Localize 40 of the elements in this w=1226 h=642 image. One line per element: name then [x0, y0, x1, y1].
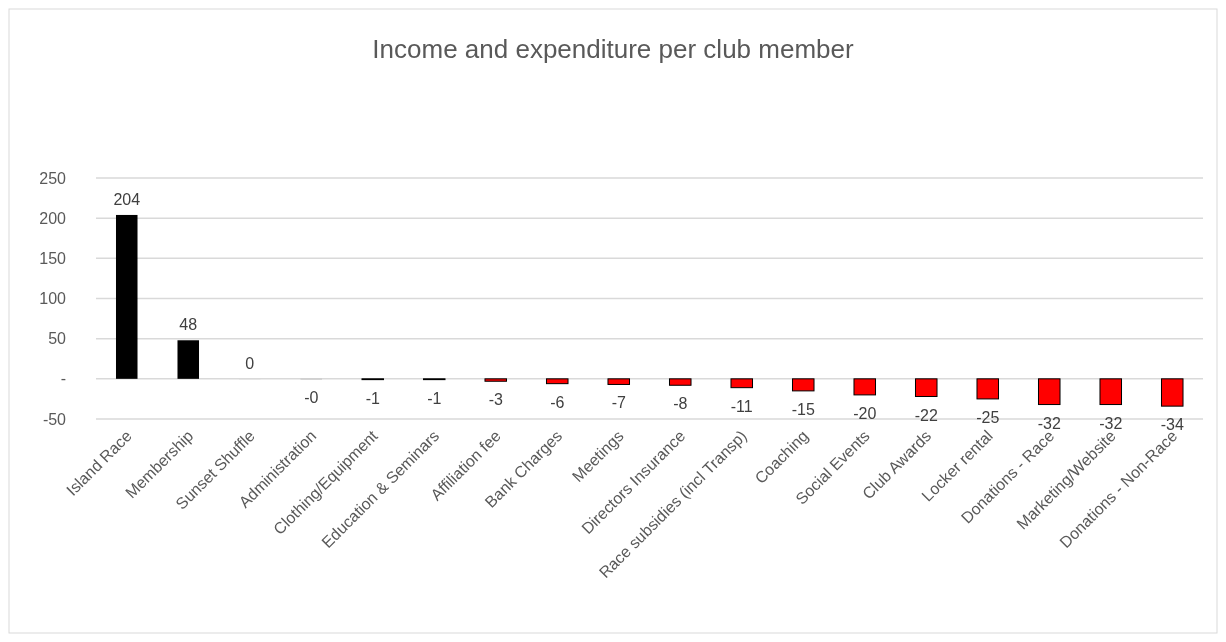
- data-label: -32: [1037, 414, 1061, 432]
- y-tick-label: 250: [39, 169, 67, 187]
- bar: [976, 378, 1000, 400]
- data-label: -15: [791, 400, 815, 418]
- data-label: -11: [730, 397, 753, 415]
- y-tick-label: 50: [48, 330, 67, 348]
- data-label: -8: [673, 395, 688, 413]
- bar: [914, 378, 938, 398]
- bar: [545, 378, 569, 385]
- y-tick-label: -50: [42, 410, 67, 428]
- data-label: -1: [427, 389, 442, 407]
- data-label: -6: [550, 393, 565, 411]
- bar: [1160, 378, 1184, 407]
- data-label: -22: [914, 406, 938, 424]
- data-label: -0: [304, 388, 319, 406]
- bar: [607, 378, 631, 385]
- data-label: 48: [179, 316, 198, 334]
- y-tick-label: 200: [39, 209, 67, 227]
- data-label: 0: [245, 354, 255, 372]
- y-tick-label: 100: [39, 290, 67, 308]
- bar: [177, 340, 200, 379]
- bar: [484, 378, 508, 382]
- bar: [115, 214, 138, 379]
- data-label: -1: [365, 389, 380, 407]
- bar: [730, 378, 754, 389]
- y-tick-label: -: [60, 370, 66, 388]
- data-label: -34: [1160, 416, 1184, 434]
- bar: [1099, 378, 1123, 406]
- data-label: -7: [611, 394, 626, 412]
- data-label: -3: [488, 391, 503, 409]
- data-label: 204: [113, 190, 141, 208]
- bar: [668, 378, 692, 386]
- bar: [1037, 378, 1061, 406]
- y-tick-label: 150: [39, 249, 67, 267]
- chart-title: Income and expenditure per club member: [372, 34, 854, 64]
- data-label: -25: [976, 408, 1000, 426]
- bar: [853, 378, 877, 396]
- data-label: -20: [853, 404, 877, 422]
- bar: [791, 378, 815, 392]
- data-label: -32: [1099, 414, 1123, 432]
